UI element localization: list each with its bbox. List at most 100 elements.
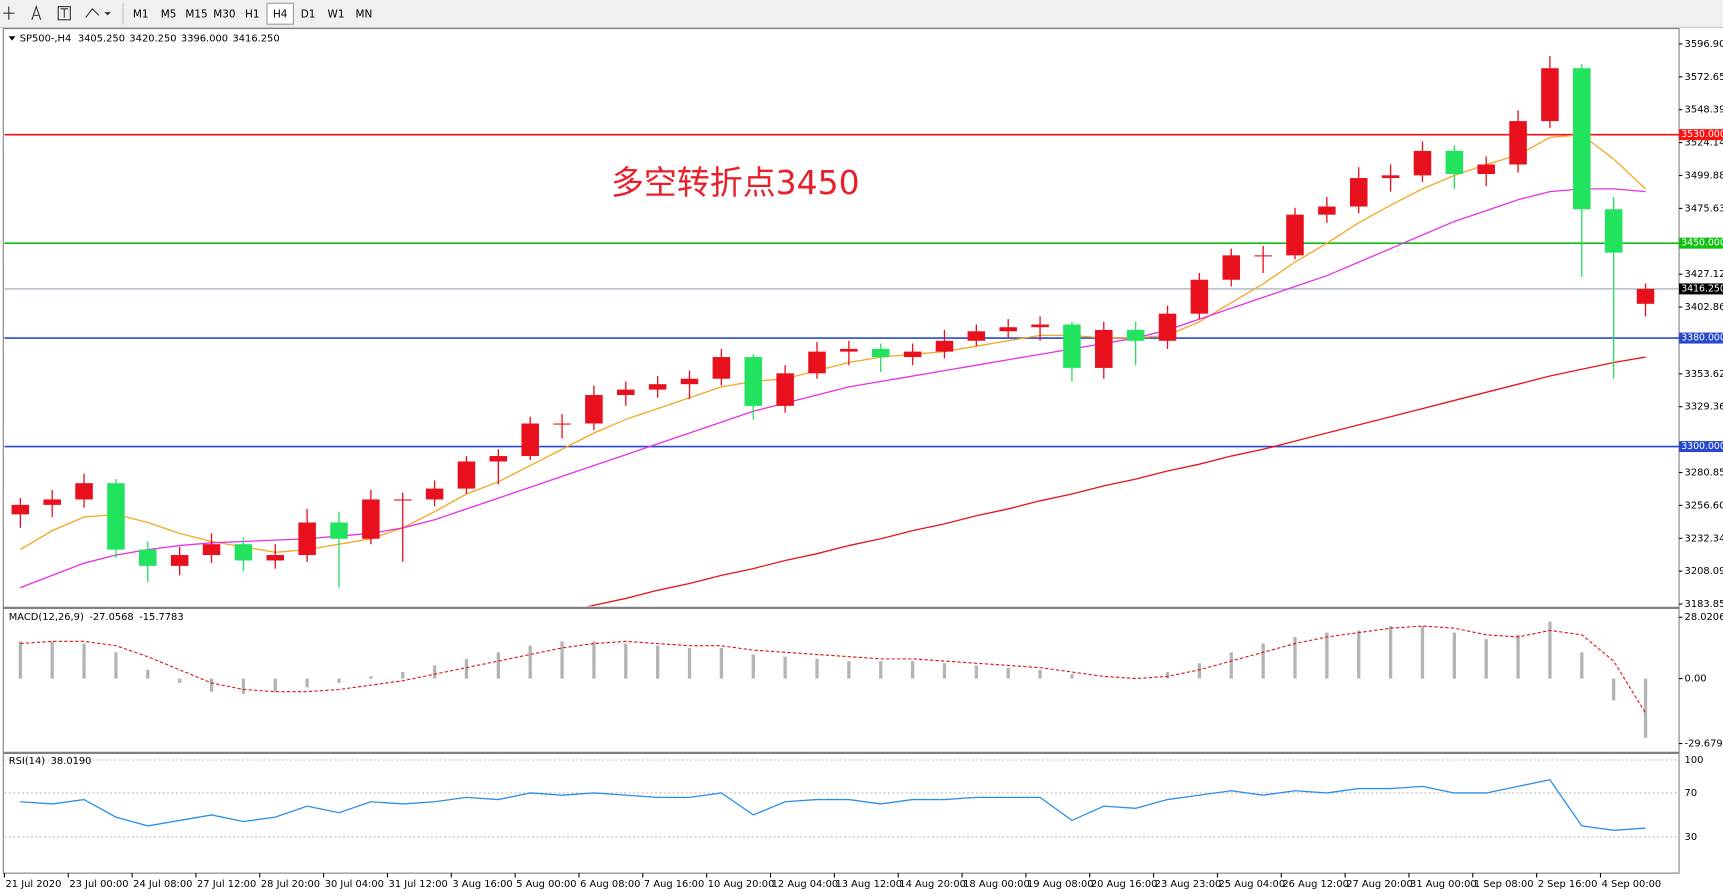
candle-body [521, 423, 539, 457]
candle-body [967, 331, 986, 341]
y-tick-label: 3427.120 [1685, 269, 1723, 280]
candle-body [1541, 68, 1559, 122]
x-tick-label: 6 Aug 08:00 [580, 879, 640, 890]
y-tick-label: 3280.855 [1685, 468, 1723, 479]
y-tick-label: 3402.865 [1685, 302, 1723, 313]
timeframe-button[interactable] [239, 3, 266, 25]
x-tick-label: 1 Sep 08:00 [1474, 879, 1534, 890]
candle-body [362, 499, 380, 539]
timeframe-label[interactable]: D1 [301, 8, 316, 20]
macd-bar [241, 678, 246, 694]
cursor-tool[interactable] [3, 6, 15, 20]
x-tick-label: 28 Jul 20:00 [261, 879, 320, 890]
x-tick-label: 26 Aug 12:00 [1282, 879, 1349, 890]
candle-body [489, 456, 508, 462]
macd-bar [1516, 634, 1520, 679]
y-tick-label: 3572.650 [1685, 72, 1723, 83]
macd-bar [656, 645, 660, 679]
candle-body [680, 378, 699, 385]
candle-body [585, 395, 603, 424]
x-tick-label: 5 Aug 00:00 [516, 879, 576, 890]
macd-value: -27.0568 [89, 612, 133, 623]
candle-body [1286, 214, 1304, 256]
candle-body [202, 544, 221, 556]
macd-bar [432, 665, 437, 679]
y-tick-label: 3329.365 [1685, 402, 1723, 413]
macd-bar [82, 643, 86, 679]
rsi-panel [4, 759, 1680, 838]
timeframe-label[interactable]: W1 [328, 8, 345, 20]
x-tick-label: 30 Jul 04:00 [325, 879, 384, 890]
macd-bar [178, 678, 182, 683]
x-tick-label: 25 Aug 04:00 [1219, 879, 1286, 890]
timeframe-button[interactable] [294, 3, 322, 25]
timeframe-button[interactable] [127, 3, 154, 25]
candle-body [871, 348, 890, 358]
level-tag [1679, 129, 1723, 141]
macd-bar [1070, 674, 1074, 679]
macd-signal [20, 625, 1646, 714]
x-tick-label: 20 Aug 16:00 [1091, 879, 1158, 890]
axes: 3596.905 3572.650 3548.395 3524.140 3499.885… [3, 33, 1723, 890]
timeframe-button[interactable] [183, 3, 210, 25]
y-tick-label: 3499.885 [1685, 170, 1723, 181]
macd-bar [1165, 672, 1170, 679]
macd-bar [528, 645, 532, 679]
timeframe-button[interactable] [155, 3, 182, 25]
macd-bar [1643, 678, 1648, 738]
price-panel [4, 56, 1680, 607]
x-tick-label: 23 Jul 00:00 [69, 879, 128, 890]
timeframe-label[interactable]: M5 [161, 8, 177, 20]
text-tool[interactable] [31, 4, 42, 20]
macd-bar [146, 669, 150, 679]
timeframe-buttons: M1 M5 M15 M30 H1 H4 D1 W1 MN [127, 2, 378, 25]
timeframe-label[interactable]: M1 [133, 8, 149, 20]
timeframe-label[interactable]: M15 [185, 8, 207, 20]
timeframe-button[interactable] [350, 3, 378, 25]
timeframe-button[interactable] [266, 2, 294, 25]
x-tick-label: 12 Aug 04:00 [772, 879, 839, 890]
timeframe-label[interactable]: MN [356, 8, 373, 20]
timeframe-label[interactable]: H4 [273, 8, 288, 20]
macd-bar [1293, 636, 1297, 679]
candle-body [1636, 288, 1655, 304]
x-tick-label: 10 Aug 20:00 [708, 879, 775, 890]
toolbar: M1 M5 M15 M30 H1 H4 D1 W1 MN [0, 0, 1723, 29]
rsi-tick-label: 70 [1685, 788, 1698, 799]
candle-body [1031, 324, 1049, 328]
y-tick-label: 3183.855 [1685, 599, 1723, 610]
moving-average [19, 133, 1646, 553]
level-label: 3450.000 [1681, 238, 1723, 249]
current-price-label: 3416.250 [1681, 283, 1723, 294]
candle-body [330, 522, 348, 539]
macd-bar [687, 647, 692, 679]
level-tag [1679, 237, 1723, 249]
shapes-tool[interactable] [85, 7, 111, 18]
candle-body [425, 488, 444, 500]
x-tick-label: 2 Sep 16:00 [1538, 879, 1598, 890]
label-tool[interactable] [57, 6, 71, 21]
rsi-line [20, 779, 1646, 831]
candle-body [1254, 255, 1272, 257]
chart-frame [2, 28, 1680, 874]
macd-bar [337, 678, 341, 683]
candle-body [393, 499, 412, 501]
x-tick-label: 24 Jul 08:00 [133, 879, 192, 890]
timeframe-button[interactable] [322, 3, 350, 25]
timeframe-button[interactable] [211, 3, 238, 25]
macd-bar [783, 656, 787, 679]
candle-body [139, 549, 157, 566]
x-tick-label: 31 Aug 00:00 [1410, 879, 1477, 890]
timeframe-label[interactable]: H1 [245, 8, 259, 20]
symbol: SP500-,H4 [20, 33, 71, 44]
macd-bar [879, 661, 883, 679]
macd-panel [18, 621, 1648, 738]
macd-bar [369, 676, 373, 679]
macd-bar [18, 641, 22, 679]
macd-bar [305, 678, 309, 688]
level-label: 3530.000 [1681, 129, 1723, 140]
candle-body [1063, 324, 1081, 368]
candle-body [1318, 206, 1336, 215]
timeframe-label[interactable]: M30 [213, 8, 235, 20]
